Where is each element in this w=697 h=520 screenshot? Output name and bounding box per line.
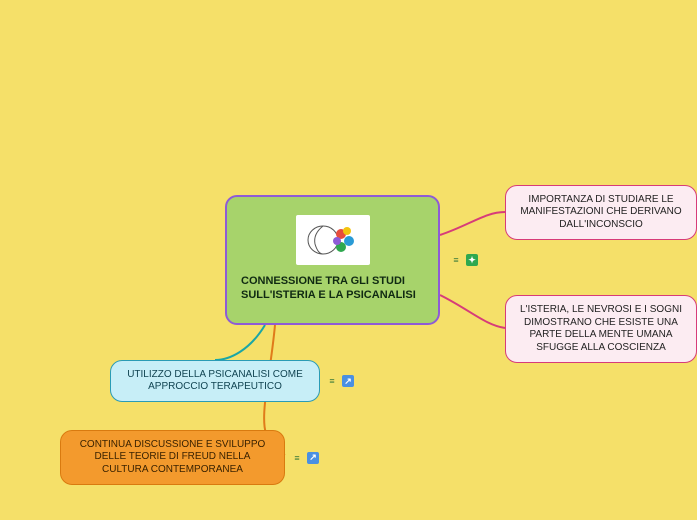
node-label: L'ISTERIA, LE NEVROSI E I SOGNI DIMOSTRA… xyxy=(518,304,684,354)
node-label: CONTINUA DISCUSSIONE E SVILUPPO DELLE TE… xyxy=(73,439,272,477)
node-n1[interactable]: IMPORTANZA DI STUDIARE LE MANIFESTAZIONI… xyxy=(505,185,697,240)
central-node[interactable]: CONNESSIONE TRA GLI STUDI SULL'ISTERIA E… xyxy=(225,195,440,325)
node-n3[interactable]: UTILIZZO DELLA PSICANALISI COME APPROCCI… xyxy=(110,360,320,402)
link-icon[interactable]: ↗ xyxy=(307,452,319,464)
node-label: UTILIZZO DELLA PSICANALISI COME APPROCCI… xyxy=(123,369,307,394)
node-n4[interactable]: CONTINUA DISCUSSIONE E SVILUPPO DELLE TE… xyxy=(60,430,285,485)
central-image-thumb xyxy=(296,215,370,265)
notes-icon[interactable]: ≡ xyxy=(326,375,338,387)
node-label: IMPORTANZA DI STUDIARE LE MANIFESTAZIONI… xyxy=(518,194,684,232)
mindmap-canvas: CONNESSIONE TRA GLI STUDI SULL'ISTERIA E… xyxy=(0,0,697,520)
node-n2[interactable]: L'ISTERIA, LE NEVROSI E I SOGNI DIMOSTRA… xyxy=(505,295,697,363)
notes-icon[interactable]: ≡ xyxy=(450,254,462,266)
central-node-label: CONNESSIONE TRA GLI STUDI SULL'ISTERIA E… xyxy=(241,275,424,303)
link-icon[interactable]: ↗ xyxy=(342,375,354,387)
image-icon[interactable]: ✦ xyxy=(466,254,478,266)
notes-icon[interactable]: ≡ xyxy=(291,452,303,464)
